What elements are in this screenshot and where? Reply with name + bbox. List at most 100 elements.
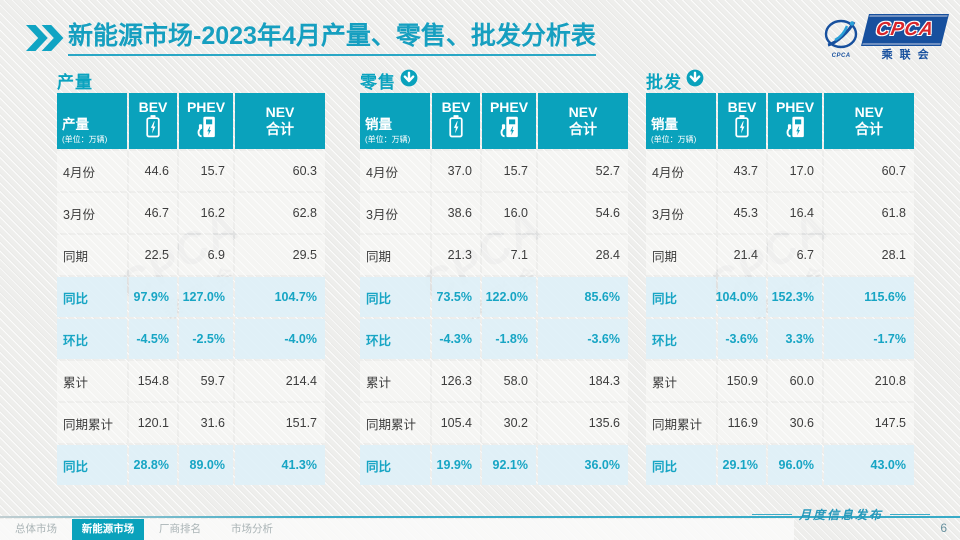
tab-market-analysis[interactable]: 市场分析 xyxy=(231,523,273,535)
charger-icon xyxy=(498,115,520,143)
cell-value: 16.0 xyxy=(482,193,536,233)
cell-value: 38.6 xyxy=(432,193,480,233)
row-label: 同比 xyxy=(646,445,716,485)
wholesale-table-section: 批发 销量 (单位：万辆) BEV PHEV NEV 合计 4月份 43.7 1… xyxy=(646,69,914,485)
row-label: 同期 xyxy=(360,235,430,275)
cell-value: 60.7 xyxy=(824,151,914,191)
circle-down-arrow-icon xyxy=(400,69,418,92)
cell-value: 151.7 xyxy=(235,403,325,443)
cell-value: 105.4 xyxy=(432,403,480,443)
row-label: 同比 xyxy=(57,445,127,485)
nev-column-header: NEV 合计 xyxy=(824,93,914,149)
tab-overall-market[interactable]: 总体市场 xyxy=(15,523,57,535)
footer-divider xyxy=(0,516,960,518)
page-title: 新能源市场-2023年4月产量、零售、批发分析表 xyxy=(68,22,596,56)
row-label: 同比 xyxy=(360,277,430,317)
cpca-logo: CPCA CPCA 乘联会 xyxy=(821,15,948,62)
cell-value: 6.9 xyxy=(179,235,233,275)
retail-table-section: 零售 销量 (单位：万辆) BEV PHEV NEV 合计 4月份 37.0 1… xyxy=(360,69,628,485)
cell-value: 37.0 xyxy=(432,151,480,191)
row-label: 同比 xyxy=(646,277,716,317)
row-label: 同期 xyxy=(646,235,716,275)
cell-value: -3.6% xyxy=(538,319,628,359)
cell-value: 104.7% xyxy=(235,277,325,317)
cell-value: 85.6% xyxy=(538,277,628,317)
row-label: 4月份 xyxy=(360,151,430,191)
cell-value: 31.6 xyxy=(179,403,233,443)
cell-value: 15.7 xyxy=(179,151,233,191)
cell-value: 58.0 xyxy=(482,361,536,401)
phev-column-header: PHEV xyxy=(482,93,536,149)
cell-value: 30.2 xyxy=(482,403,536,443)
bev-column-header: BEV xyxy=(129,93,177,149)
nev-column-header: NEV 合计 xyxy=(235,93,325,149)
cell-value: -4.0% xyxy=(235,319,325,359)
dash-line xyxy=(751,514,792,515)
cell-value: 28.8% xyxy=(129,445,177,485)
row-label: 环比 xyxy=(646,319,716,359)
cell-value: 120.1 xyxy=(129,403,177,443)
cell-value: 62.8 xyxy=(235,193,325,233)
tab-oem-ranking[interactable]: 厂商排名 xyxy=(159,523,201,535)
retail-table: 销量 (单位：万辆) BEV PHEV NEV 合计 4月份 37.0 15.7… xyxy=(360,93,628,485)
cell-value: -3.6% xyxy=(718,319,766,359)
cell-value: 61.8 xyxy=(824,193,914,233)
cell-value: 17.0 xyxy=(768,151,822,191)
battery-icon xyxy=(146,114,160,143)
phev-column-header: PHEV xyxy=(179,93,233,149)
production-table: 产量 (单位：万辆) BEV PHEV NEV 合计 4月份 44.6 15.7… xyxy=(57,93,325,485)
cell-value: 45.3 xyxy=(718,193,766,233)
dash-line xyxy=(890,514,930,515)
row-label: 3月份 xyxy=(360,193,430,233)
battery-icon xyxy=(735,114,749,143)
publication-label: 月度信息发布 xyxy=(751,506,930,523)
cell-value: 97.9% xyxy=(129,277,177,317)
cell-value: 43.7 xyxy=(718,151,766,191)
cell-value: 116.9 xyxy=(718,403,766,443)
cell-value: 19.9% xyxy=(432,445,480,485)
cell-value: 28.4 xyxy=(538,235,628,275)
cell-value: 15.7 xyxy=(482,151,536,191)
cell-value: 184.3 xyxy=(538,361,628,401)
row-label: 同比 xyxy=(360,445,430,485)
cell-value: 44.6 xyxy=(129,151,177,191)
cell-value: 30.6 xyxy=(768,403,822,443)
page-title-rest: -2023年4月产量、零售、批发分析表 xyxy=(193,22,596,50)
cell-value: -2.5% xyxy=(179,319,233,359)
unit-label: (单位：万辆) xyxy=(365,135,411,144)
row-label: 同期累计 xyxy=(360,403,430,443)
retail-section-title: 零售 xyxy=(360,73,396,92)
row-label: 同期累计 xyxy=(646,403,716,443)
cell-value: 43.0% xyxy=(824,445,914,485)
tab-nev-market[interactable]: 新能源市场 xyxy=(72,519,144,540)
unit-label: (单位：万辆) xyxy=(651,135,697,144)
unit-label: (单位：万辆) xyxy=(62,135,108,144)
cell-value: 52.7 xyxy=(538,151,628,191)
charger-icon xyxy=(195,115,217,143)
cell-value: 150.9 xyxy=(718,361,766,401)
production-table-section: 产量 产量 (单位：万辆) BEV PHEV NEV 合计 4月份 44.6 1… xyxy=(57,69,325,485)
nev-column-header: NEV 合计 xyxy=(538,93,628,149)
emblem-text: CPCA xyxy=(831,52,851,59)
cell-value: 73.5% xyxy=(432,277,480,317)
cell-value: 115.6% xyxy=(824,277,914,317)
cell-value: 92.1% xyxy=(482,445,536,485)
cpca-emblem-icon: CPCA xyxy=(821,19,861,59)
cell-value: 214.4 xyxy=(235,361,325,401)
cell-value: 29.5 xyxy=(235,235,325,275)
cell-value: 22.5 xyxy=(129,235,177,275)
double-chevron-icon xyxy=(26,23,66,58)
cell-value: -1.8% xyxy=(482,319,536,359)
cell-value: 59.7 xyxy=(179,361,233,401)
table-corner-header: 产量 (单位：万辆) xyxy=(57,93,127,149)
cell-value: -1.7% xyxy=(824,319,914,359)
cell-value: 46.7 xyxy=(129,193,177,233)
production-section-title: 产量 xyxy=(57,73,93,92)
row-label: 4月份 xyxy=(57,151,127,191)
cell-value: 7.1 xyxy=(482,235,536,275)
row-label: 累计 xyxy=(57,361,127,401)
row-label: 4月份 xyxy=(646,151,716,191)
cell-value: 96.0% xyxy=(768,445,822,485)
page-number: 6 xyxy=(940,521,947,535)
cell-value: 29.1% xyxy=(718,445,766,485)
